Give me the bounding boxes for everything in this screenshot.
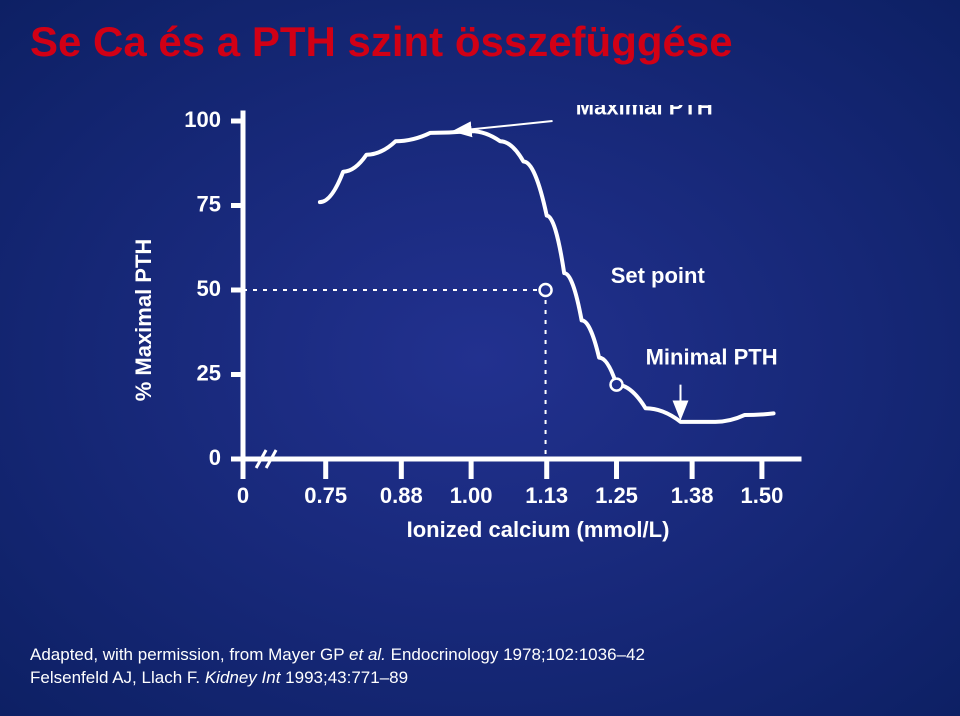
svg-text:1.00: 1.00 xyxy=(450,483,493,508)
svg-text:1.50: 1.50 xyxy=(741,483,784,508)
svg-text:0.75: 0.75 xyxy=(304,483,347,508)
citation-block: Adapted, with permission, from Mayer GP … xyxy=(30,644,645,690)
citation-line-2: Felsenfeld AJ, Llach F. Kidney Int 1993;… xyxy=(30,667,645,690)
cite-text: 1993;43:771–89 xyxy=(285,668,408,687)
cite-italic: et al. xyxy=(349,645,386,664)
cite-text: Adapted, with permission, from Mayer GP xyxy=(30,645,349,664)
slide: Se Ca és a PTH szint összefüggése 0 25 50 7… xyxy=(0,0,960,716)
svg-text:0: 0 xyxy=(209,445,221,470)
svg-text:1.38: 1.38 xyxy=(671,483,714,508)
cite-text: 1978;102:1036–42 xyxy=(503,645,645,664)
svg-text:50: 50 xyxy=(197,276,221,301)
svg-text:25: 25 xyxy=(197,360,221,385)
cite-text: Felsenfeld AJ, Llach F. xyxy=(30,668,205,687)
citation-line-1: Adapted, with permission, from Mayer GP … xyxy=(30,644,645,667)
svg-text:0: 0 xyxy=(237,483,249,508)
svg-text:Maximal PTH: Maximal PTH xyxy=(576,105,713,119)
svg-text:75: 75 xyxy=(197,191,221,216)
svg-text:Set point: Set point xyxy=(611,263,706,288)
svg-text:% Maximal PTH: % Maximal PTH xyxy=(131,239,156,402)
slide-title: Se Ca és a PTH szint összefüggése xyxy=(30,18,733,66)
svg-text:1.25: 1.25 xyxy=(595,483,638,508)
chart-svg: 0 25 50 75 100 % Maximal PTH 0 0.75 0.88 1.00 1.13… xyxy=(95,105,855,585)
svg-text:100: 100 xyxy=(184,107,221,132)
svg-text:Ionized calcium (mmol/L): Ionized calcium (mmol/L) xyxy=(407,517,670,542)
cite-italic: Kidney Int xyxy=(205,668,285,687)
cite-text: Endocrinology xyxy=(386,645,503,664)
svg-text:1.13: 1.13 xyxy=(525,483,568,508)
svg-text:Minimal PTH: Minimal PTH xyxy=(646,344,778,369)
svg-text:0.88: 0.88 xyxy=(380,483,423,508)
